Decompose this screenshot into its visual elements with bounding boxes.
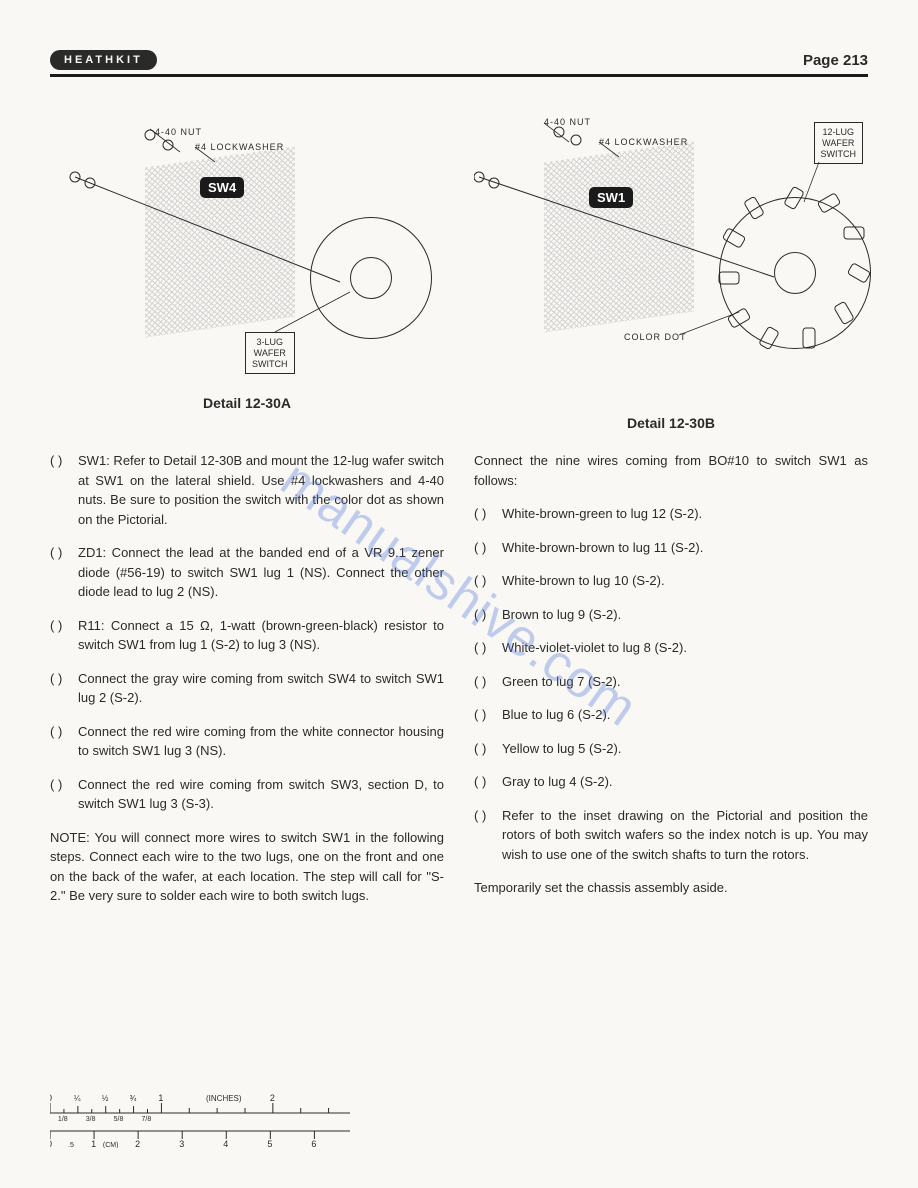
figure-left-lines bbox=[50, 117, 450, 387]
svg-text:5/8: 5/8 bbox=[114, 1116, 124, 1123]
right-step-text: White-brown to lug 10 (S-2). bbox=[502, 571, 665, 591]
figure-left-drawing: 4-40 NUT #4 LOCKWASHER SW4 3-LUG WAFER S… bbox=[50, 117, 444, 387]
right-step-text: Blue to lug 6 (S-2). bbox=[502, 705, 610, 725]
left-step-text: ZD1: Connect the lead at the banded end … bbox=[78, 543, 444, 602]
checkbox[interactable]: ( ) bbox=[474, 638, 502, 658]
left-column: ( )SW1: Refer to Detail 12-30B and mount… bbox=[50, 451, 444, 906]
right-step-text: White-violet-violet to lug 8 (S-2). bbox=[502, 638, 687, 658]
checkbox[interactable]: ( ) bbox=[50, 722, 78, 761]
svg-text:3: 3 bbox=[179, 1139, 184, 1148]
left-step: ( )Connect the red wire coming from the … bbox=[50, 722, 444, 761]
checkbox[interactable]: ( ) bbox=[50, 543, 78, 602]
right-step: ( )Gray to lug 4 (S-2). bbox=[474, 772, 868, 792]
right-step: ( )Blue to lug 6 (S-2). bbox=[474, 705, 868, 725]
svg-text:1: 1 bbox=[91, 1139, 96, 1148]
final-line: Temporarily set the chassis assembly asi… bbox=[474, 878, 868, 898]
right-step: ( )White-brown-green to lug 12 (S-2). bbox=[474, 504, 868, 524]
svg-text:¾: ¾ bbox=[130, 1094, 137, 1103]
right-step-text: Refer to the inset drawing on the Pictor… bbox=[502, 806, 868, 865]
svg-text:6: 6 bbox=[311, 1139, 316, 1148]
page: HEATHKIT Page 213 4-40 NUT #4 LOCKWASHER… bbox=[0, 0, 918, 1188]
svg-text:0: 0 bbox=[50, 1139, 52, 1148]
left-step: ( )Connect the red wire coming from swit… bbox=[50, 775, 444, 814]
svg-text:2: 2 bbox=[270, 1093, 275, 1103]
checkbox[interactable]: ( ) bbox=[474, 571, 502, 591]
checkbox[interactable]: ( ) bbox=[474, 538, 502, 558]
svg-text:2: 2 bbox=[135, 1139, 140, 1148]
figure-right-lines bbox=[474, 117, 894, 387]
left-step-text: Connect the red wire coming from switch … bbox=[78, 775, 444, 814]
svg-text:(CM): (CM) bbox=[103, 1142, 119, 1148]
brand-logo: HEATHKIT bbox=[50, 50, 157, 70]
right-intro: Connect the nine wires coming from BO#10… bbox=[474, 451, 868, 490]
left-step: ( )R11: Connect a 15 Ω, 1-watt (brown-gr… bbox=[50, 616, 444, 655]
page-number: Page 213 bbox=[803, 52, 868, 69]
left-step-text: Connect the gray wire coming from switch… bbox=[78, 669, 444, 708]
figure-right-caption: Detail 12-30B bbox=[474, 415, 868, 431]
left-step-text: Connect the red wire coming from the whi… bbox=[78, 722, 444, 761]
checkbox[interactable]: ( ) bbox=[474, 605, 502, 625]
svg-text:0: 0 bbox=[50, 1093, 52, 1103]
left-step: ( )SW1: Refer to Detail 12-30B and mount… bbox=[50, 451, 444, 529]
right-step-text: Brown to lug 9 (S-2). bbox=[502, 605, 621, 625]
figure-right-drawing: 4-40 NUT #4 LOCKWASHER SW1 12-LUG WAFER … bbox=[474, 117, 868, 387]
svg-text:4: 4 bbox=[223, 1139, 228, 1148]
svg-text:.5: .5 bbox=[68, 1142, 74, 1148]
checkbox[interactable]: ( ) bbox=[50, 451, 78, 529]
right-step: ( )White-violet-violet to lug 8 (S-2). bbox=[474, 638, 868, 658]
right-step: ( )Refer to the inset drawing on the Pic… bbox=[474, 806, 868, 865]
svg-text:(INCHES): (INCHES) bbox=[206, 1094, 242, 1103]
checkbox[interactable]: ( ) bbox=[474, 504, 502, 524]
right-step: ( )Brown to lug 9 (S-2). bbox=[474, 605, 868, 625]
checkbox[interactable]: ( ) bbox=[474, 739, 502, 759]
body-columns: ( )SW1: Refer to Detail 12-30B and mount… bbox=[50, 451, 868, 906]
figure-left: 4-40 NUT #4 LOCKWASHER SW4 3-LUG WAFER S… bbox=[50, 117, 444, 431]
svg-text:¼: ¼ bbox=[74, 1094, 81, 1103]
right-step-text: Gray to lug 4 (S-2). bbox=[502, 772, 613, 792]
left-step-text: R11: Connect a 15 Ω, 1-watt (brown-green… bbox=[78, 616, 444, 655]
right-step: ( )Yellow to lug 5 (S-2). bbox=[474, 739, 868, 759]
svg-text:7/8: 7/8 bbox=[142, 1116, 152, 1123]
svg-text:5: 5 bbox=[267, 1139, 272, 1148]
figure-right: 4-40 NUT #4 LOCKWASHER SW1 12-LUG WAFER … bbox=[474, 117, 868, 431]
note-paragraph: NOTE: You will connect more wires to swi… bbox=[50, 828, 444, 906]
checkbox[interactable]: ( ) bbox=[50, 775, 78, 814]
checkbox[interactable]: ( ) bbox=[474, 672, 502, 692]
right-step-text: Yellow to lug 5 (S-2). bbox=[502, 739, 621, 759]
left-step: ( )ZD1: Connect the lead at the banded e… bbox=[50, 543, 444, 602]
svg-text:1/8: 1/8 bbox=[58, 1116, 68, 1123]
checkbox[interactable]: ( ) bbox=[50, 616, 78, 655]
checkbox[interactable]: ( ) bbox=[50, 669, 78, 708]
checkbox[interactable]: ( ) bbox=[474, 705, 502, 725]
figure-left-caption: Detail 12-30A bbox=[50, 395, 444, 411]
ruler: 01234567¼½¾1/83/85/87/8(INCHES)012345678… bbox=[50, 1093, 350, 1148]
svg-text:½: ½ bbox=[102, 1094, 109, 1103]
checkbox[interactable]: ( ) bbox=[474, 806, 502, 865]
right-step-text: Green to lug 7 (S-2). bbox=[502, 672, 621, 692]
right-step-text: White-brown-green to lug 12 (S-2). bbox=[502, 504, 702, 524]
svg-text:3/8: 3/8 bbox=[86, 1116, 96, 1123]
left-step: ( )Connect the gray wire coming from swi… bbox=[50, 669, 444, 708]
right-step: ( )Green to lug 7 (S-2). bbox=[474, 672, 868, 692]
left-step-text: SW1: Refer to Detail 12-30B and mount th… bbox=[78, 451, 444, 529]
right-step-text: White-brown-brown to lug 11 (S-2). bbox=[502, 538, 703, 558]
figures-row: 4-40 NUT #4 LOCKWASHER SW4 3-LUG WAFER S… bbox=[50, 117, 868, 431]
right-step: ( )White-brown-brown to lug 11 (S-2). bbox=[474, 538, 868, 558]
right-step: ( )White-brown to lug 10 (S-2). bbox=[474, 571, 868, 591]
header: HEATHKIT Page 213 bbox=[50, 50, 868, 77]
right-column: Connect the nine wires coming from BO#10… bbox=[474, 451, 868, 906]
checkbox[interactable]: ( ) bbox=[474, 772, 502, 792]
svg-text:1: 1 bbox=[158, 1093, 163, 1103]
